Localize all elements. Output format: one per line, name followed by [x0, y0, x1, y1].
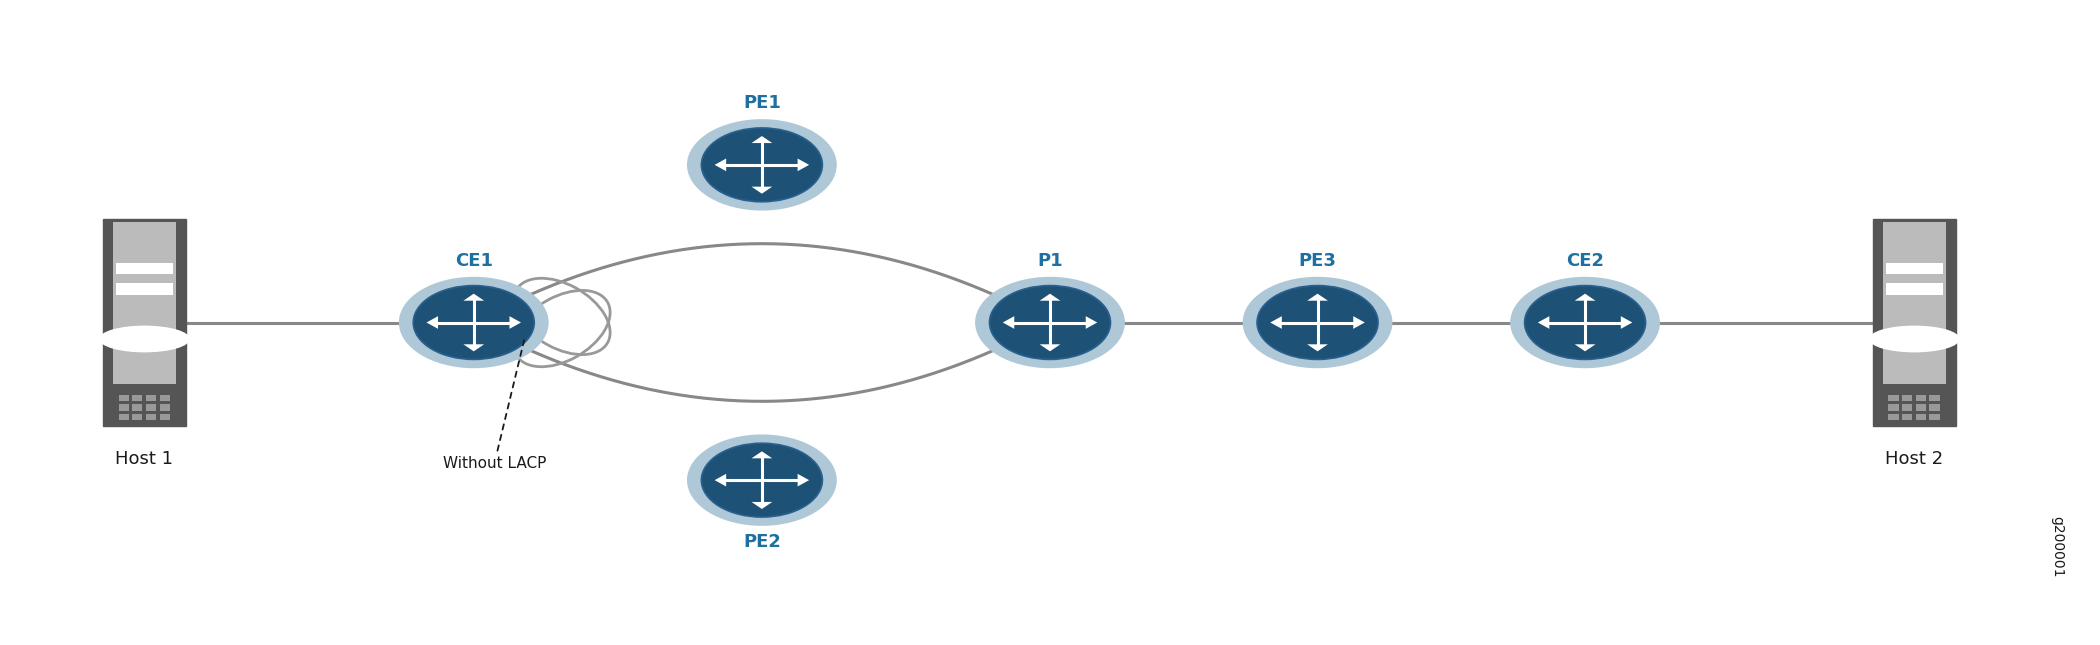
Circle shape — [1869, 326, 1959, 352]
Polygon shape — [1086, 316, 1098, 329]
Ellipse shape — [974, 277, 1126, 368]
FancyBboxPatch shape — [1930, 395, 1940, 401]
Text: CE1: CE1 — [456, 252, 493, 270]
Ellipse shape — [701, 443, 823, 517]
Text: Host 2: Host 2 — [1886, 450, 1942, 468]
Polygon shape — [1352, 316, 1365, 329]
Polygon shape — [714, 159, 727, 171]
Ellipse shape — [1258, 286, 1378, 359]
Polygon shape — [1575, 344, 1596, 352]
Polygon shape — [1621, 316, 1632, 329]
Ellipse shape — [989, 286, 1111, 359]
FancyBboxPatch shape — [160, 404, 170, 411]
Text: PE2: PE2 — [743, 533, 781, 551]
FancyBboxPatch shape — [1888, 404, 1898, 411]
Polygon shape — [752, 502, 773, 509]
Ellipse shape — [1525, 286, 1646, 359]
Ellipse shape — [687, 435, 836, 526]
Text: Without LACP: Without LACP — [443, 337, 546, 471]
Polygon shape — [1270, 316, 1281, 329]
FancyBboxPatch shape — [160, 395, 170, 401]
Polygon shape — [510, 316, 521, 329]
Polygon shape — [426, 316, 439, 329]
Text: CE2: CE2 — [1567, 252, 1604, 270]
Text: PE3: PE3 — [1298, 252, 1336, 270]
Polygon shape — [752, 186, 773, 193]
FancyBboxPatch shape — [1888, 395, 1898, 401]
Polygon shape — [1306, 293, 1327, 301]
Polygon shape — [1040, 344, 1060, 352]
FancyBboxPatch shape — [1873, 219, 1955, 426]
Ellipse shape — [414, 286, 533, 359]
Text: PE1: PE1 — [743, 94, 781, 112]
FancyBboxPatch shape — [1903, 395, 1913, 401]
FancyBboxPatch shape — [132, 395, 143, 401]
FancyBboxPatch shape — [113, 386, 176, 424]
Circle shape — [99, 326, 189, 352]
Polygon shape — [1537, 316, 1550, 329]
FancyBboxPatch shape — [145, 414, 155, 420]
FancyBboxPatch shape — [1915, 404, 1926, 411]
FancyBboxPatch shape — [132, 404, 143, 411]
Ellipse shape — [1243, 277, 1392, 368]
Ellipse shape — [1510, 277, 1659, 368]
Ellipse shape — [399, 277, 548, 368]
Polygon shape — [798, 159, 808, 171]
Text: P1: P1 — [1037, 252, 1063, 270]
FancyBboxPatch shape — [1884, 223, 1945, 384]
Polygon shape — [1575, 293, 1596, 301]
Ellipse shape — [687, 119, 836, 210]
Polygon shape — [1040, 293, 1060, 301]
FancyBboxPatch shape — [1915, 414, 1926, 420]
FancyBboxPatch shape — [1915, 395, 1926, 401]
FancyBboxPatch shape — [1903, 414, 1913, 420]
Polygon shape — [1306, 344, 1327, 352]
Text: Host 1: Host 1 — [116, 450, 174, 468]
Polygon shape — [464, 344, 485, 352]
FancyBboxPatch shape — [1886, 283, 1942, 295]
FancyBboxPatch shape — [145, 404, 155, 411]
FancyBboxPatch shape — [118, 414, 128, 420]
Polygon shape — [1002, 316, 1014, 329]
Polygon shape — [752, 136, 773, 143]
FancyBboxPatch shape — [1886, 263, 1942, 274]
FancyBboxPatch shape — [1888, 414, 1898, 420]
FancyBboxPatch shape — [160, 414, 170, 420]
Polygon shape — [714, 474, 727, 486]
FancyBboxPatch shape — [145, 395, 155, 401]
FancyBboxPatch shape — [1884, 386, 1945, 424]
Polygon shape — [798, 474, 808, 486]
FancyBboxPatch shape — [132, 414, 143, 420]
FancyBboxPatch shape — [103, 219, 185, 426]
Ellipse shape — [701, 128, 823, 202]
FancyBboxPatch shape — [1903, 404, 1913, 411]
Text: g200001: g200001 — [2050, 515, 2064, 577]
FancyBboxPatch shape — [118, 404, 128, 411]
Polygon shape — [464, 293, 485, 301]
FancyBboxPatch shape — [118, 395, 128, 401]
FancyBboxPatch shape — [1930, 414, 1940, 420]
FancyBboxPatch shape — [1930, 404, 1940, 411]
FancyBboxPatch shape — [116, 263, 172, 274]
FancyBboxPatch shape — [113, 223, 176, 384]
FancyBboxPatch shape — [116, 283, 172, 295]
Polygon shape — [752, 451, 773, 459]
